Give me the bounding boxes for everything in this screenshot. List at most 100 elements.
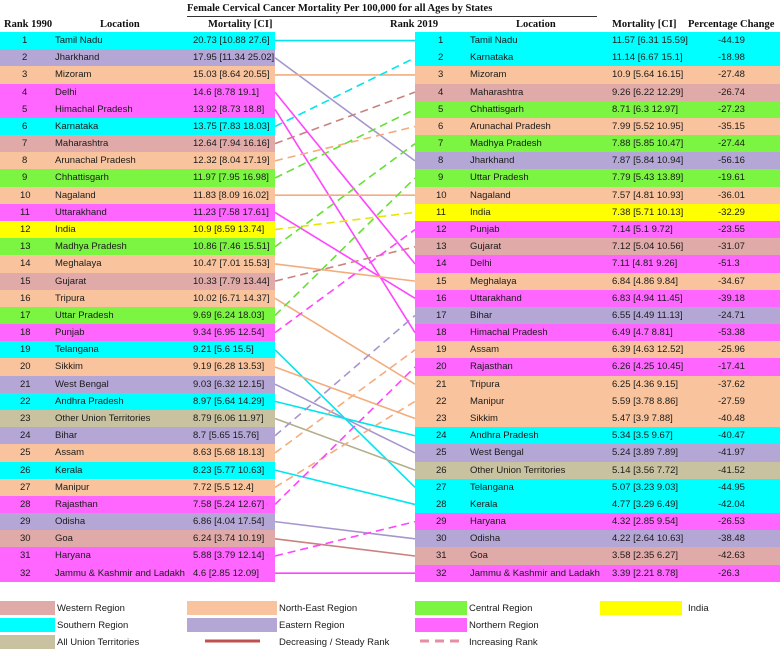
row-2019-rank: 32 [436,567,447,579]
row-2019-rank: 8 [438,155,444,167]
connector-line [274,263,416,282]
row-2019-background [415,32,780,50]
row-1990-mortality: 7.58 [5.24 12.67] [193,498,265,510]
row-2019-background [415,324,780,342]
row-2019-mortality: 6.84 [4.86 9.84] [612,275,679,287]
row-2019-rank: 19 [436,344,447,356]
row-2019-rank: 4 [438,86,444,98]
row-2019-percentage-change: -26.74 [718,86,745,98]
row-1990-location: Andhra Pradesh [55,395,124,407]
connector-line [274,245,416,282]
connector-line [274,366,416,420]
row-2019-location: Gujarat [470,241,502,253]
row-2019-mortality: 11.14 [6.67 15.1] [612,52,683,64]
row-1990-location: Manipur [55,481,90,493]
row-2019-background [415,513,780,531]
row-2019-rank: 17 [436,309,447,321]
row-2019-percentage-change: -53.38 [718,327,745,339]
row-2019-location: Nagaland [470,189,511,201]
row-2019-background [415,117,780,136]
row-2019-location: Delhi [470,258,492,270]
row-2019-rank: 29 [436,516,447,528]
row-1990-mortality: 17.95 [11.34 25.02] [193,52,275,64]
row-1990-mortality: 11.23 [7.58 17.61] [193,206,269,218]
row-1990-background [0,152,275,170]
row-2019-rank: 26 [436,464,447,476]
row-2019-percentage-change: -41.97 [718,447,745,459]
row-2019-location: Kerala [470,498,498,510]
row-1990-mortality: 8.7 [5.65 15.76] [193,430,260,442]
row-1990-location: Meghalaya [55,258,102,270]
legend-label-eastern: Eastern Region [279,620,345,631]
row-1990-background [0,375,275,394]
row-1990-location: Sikkim [55,361,83,373]
row-1990-background [0,203,275,222]
row-2019-mortality: 3.58 [2.35 6.27] [612,550,679,562]
row-1990-rank: 11 [20,206,30,218]
row-2019-mortality: 6.49 [4.7 8.81] [612,327,673,339]
row-1990-mortality: 9.21 [5.6 15.5] [193,344,254,356]
row-2019-rank: 20 [436,361,447,373]
row-2019-rank: 22 [436,395,447,407]
row-2019-rank: 11 [436,206,446,218]
row-2019-rank: 18 [436,327,447,339]
row-2019-rank: 13 [436,241,447,253]
row-1990-mortality: 4.6 [2.85 12.09] [193,567,260,579]
row-2019-location: Tamil Nadu [470,35,518,46]
connector-line [274,520,416,557]
row-2019-mortality: 7.57 [4.81 10.93] [612,189,684,201]
row-2019-background [415,444,780,462]
row-2019-mortality: 7.79 [5.43 13.89] [612,172,684,184]
connector-line [274,57,416,128]
row-2019-rank: 5 [438,103,444,115]
row-2019-location: Jammu & Kashmir and Ladakh [470,567,600,579]
connector-line [274,211,416,231]
row-2019-location: Bihar [470,309,493,321]
connector-line [274,314,416,437]
row-2019-mortality: 8.71 [6.3 12.97] [612,103,679,115]
row-1990-location: Uttar Pradesh [55,309,114,321]
row-2019-rank: 21 [436,378,447,390]
row-2019-background [415,375,780,394]
row-2019-rank: 10 [436,189,447,201]
legend-label-ut: All Union Territories [57,637,140,648]
row-1990-rank: 28 [20,498,31,510]
row-2019-percentage-change: -27.59 [718,395,745,407]
row-1990-location: Rajasthan [55,498,98,510]
row-1990-location: Madhya Pradesh [55,241,127,253]
row-1990-mortality: 5.88 [3.79 12.14] [193,550,265,562]
connector-line [274,57,416,162]
connector-line [274,400,416,437]
row-2019-background [415,289,780,308]
row-1990-location: Kerala [55,464,83,476]
row-2019-mortality: 7.14 [5.1 9.72] [612,223,673,235]
row-2019-background [415,100,780,119]
row-1990-background [0,272,275,291]
row-2019-percentage-change: -42.63 [718,550,745,562]
row-2019-rank: 16 [436,292,447,304]
row-1990-rank: 18 [20,327,31,339]
header-rank-1990: Rank 1990 [4,19,53,30]
row-1990-background [0,100,275,119]
row-1990-rank: 10 [20,189,31,201]
row-2019-mortality: 4.22 [2.64 10.63] [612,533,684,545]
row-2019-mortality: 5.59 [3.78 8.86] [612,395,679,407]
connector-line [274,520,416,540]
row-2019-background [415,272,780,291]
row-1990-mortality: 12.32 [8.04 17.19] [193,155,270,167]
row-2019-percentage-change: -27.48 [718,69,745,81]
connector-line [274,177,416,317]
header-location-1990: Location [100,19,140,30]
row-2019-percentage-change: -36.01 [718,189,745,201]
legend-label-india: India [688,603,709,614]
row-2019-location: Jharkhand [470,155,515,167]
row-1990-background [0,444,275,462]
row-2019-percentage-change: -38.48 [718,533,745,545]
row-2019-mortality: 7.99 [5.52 10.95] [612,120,684,132]
row-2019-background [415,564,780,583]
row-2019-percentage-change: -32.29 [718,206,745,218]
row-2019-rank: 2 [438,52,444,64]
row-1990-location: Punjab [55,327,85,339]
row-1990-rank: 19 [20,344,31,356]
row-2019-percentage-change: -31.07 [718,241,745,253]
